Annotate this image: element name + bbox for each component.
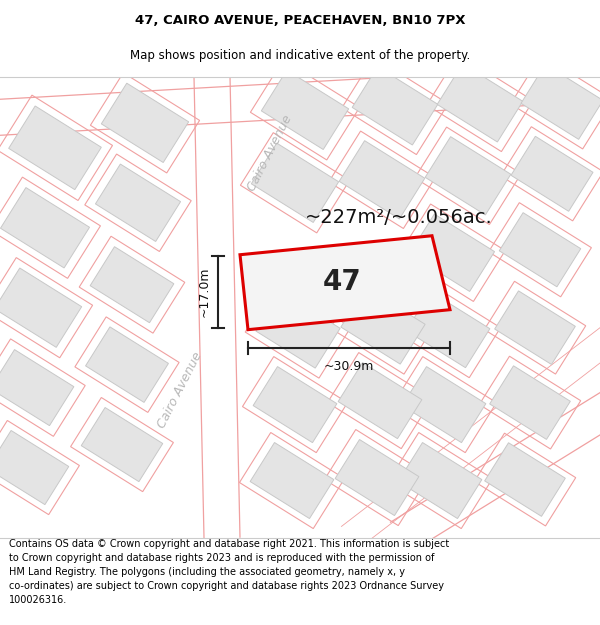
Polygon shape	[262, 70, 349, 149]
Polygon shape	[194, 76, 240, 538]
Polygon shape	[406, 292, 490, 367]
Polygon shape	[0, 65, 600, 136]
Polygon shape	[250, 442, 334, 519]
Polygon shape	[490, 366, 571, 439]
Polygon shape	[251, 143, 338, 222]
Polygon shape	[101, 83, 188, 162]
Polygon shape	[494, 291, 575, 364]
Polygon shape	[256, 291, 340, 368]
Polygon shape	[338, 362, 422, 439]
Polygon shape	[0, 431, 69, 504]
Text: 47: 47	[323, 269, 362, 296]
Polygon shape	[90, 247, 174, 322]
Polygon shape	[521, 64, 600, 139]
Text: 47, CAIRO AVENUE, PEACEHAVEN, BN10 7PX: 47, CAIRO AVENUE, PEACEHAVEN, BN10 7PX	[135, 14, 465, 28]
Polygon shape	[485, 442, 565, 516]
Polygon shape	[240, 236, 450, 329]
Polygon shape	[341, 327, 600, 549]
Polygon shape	[1, 188, 89, 268]
Polygon shape	[81, 408, 163, 482]
Polygon shape	[398, 442, 482, 519]
Text: Map shows position and indicative extent of the property.: Map shows position and indicative extent…	[130, 49, 470, 62]
Polygon shape	[86, 327, 169, 402]
Polygon shape	[352, 67, 438, 145]
Polygon shape	[95, 164, 181, 241]
Polygon shape	[8, 106, 101, 189]
Polygon shape	[402, 367, 486, 442]
Text: Cairo Avenue: Cairo Avenue	[245, 112, 295, 193]
Polygon shape	[425, 137, 511, 215]
Polygon shape	[391, 392, 600, 552]
Polygon shape	[253, 367, 337, 442]
Polygon shape	[511, 136, 593, 211]
Polygon shape	[339, 141, 425, 219]
Polygon shape	[437, 64, 523, 142]
Polygon shape	[341, 288, 425, 364]
Text: Cairo Avenue: Cairo Avenue	[155, 349, 205, 430]
Polygon shape	[0, 268, 82, 348]
Polygon shape	[0, 349, 74, 426]
Text: ~17.0m: ~17.0m	[198, 266, 211, 317]
Polygon shape	[335, 439, 419, 516]
Polygon shape	[409, 214, 494, 291]
Text: ~30.9m: ~30.9m	[324, 359, 374, 372]
Polygon shape	[499, 213, 581, 287]
Text: ~227m²/~0.056ac.: ~227m²/~0.056ac.	[305, 208, 493, 227]
Text: Contains OS data © Crown copyright and database right 2021. This information is : Contains OS data © Crown copyright and d…	[9, 539, 449, 605]
